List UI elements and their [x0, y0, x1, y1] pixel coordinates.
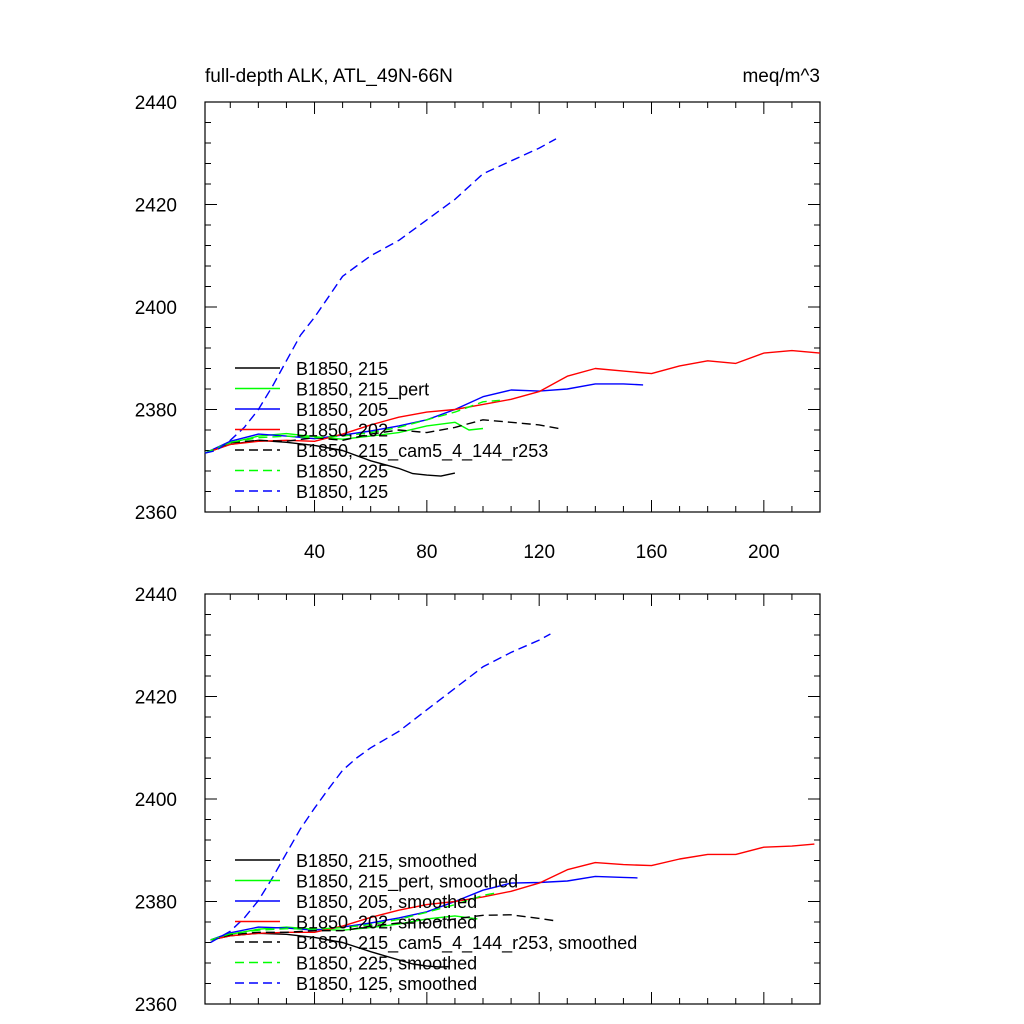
- legend-label: B1850, 215: [296, 359, 388, 379]
- legend-label: B1850, 125: [296, 482, 388, 502]
- legend-label: B1850, 205: [296, 400, 388, 420]
- legend-label: B1850, 202, smoothed: [296, 913, 477, 933]
- legend-label: B1850, 225: [296, 462, 388, 482]
- bottom-panel: 2360 2380 2400 2420 2440 B1850, 215, smoothed…: [135, 585, 821, 1016]
- x-tick-label: 200: [748, 542, 780, 563]
- x-tick-label: 80: [416, 542, 437, 563]
- chart-units: meq/m^3: [742, 66, 820, 87]
- chart-title: full-depth ALK, ATL_49N-66N: [205, 66, 453, 87]
- legend-label: B1850, 205, smoothed: [296, 892, 477, 912]
- x-tick-label: 160: [636, 542, 668, 563]
- x-tick-label: 40: [304, 542, 325, 563]
- legend-label: B1850, 215_cam5_4_144_r253: [296, 441, 548, 462]
- y-tick-label: 2420: [135, 196, 177, 217]
- series-line: [204, 138, 557, 454]
- y-tick-label: 2400: [135, 298, 177, 319]
- y-tick-label: 2400: [135, 790, 177, 811]
- series-line: [204, 399, 500, 454]
- series-line: [210, 843, 815, 941]
- legend-label: B1850, 215_cam5_4_144_r253, smoothed: [296, 933, 637, 954]
- legend-label: B1850, 125, smoothed: [296, 974, 477, 994]
- y-tick-label: 2420: [135, 688, 177, 709]
- y-tick-label: 2380: [135, 893, 177, 914]
- legend-label: B1850, 202: [296, 421, 388, 441]
- legend-label: B1850, 215_pert, smoothed: [296, 872, 518, 893]
- y-tick-label: 2380: [135, 401, 177, 422]
- legend-label: B1850, 215, smoothed: [296, 851, 477, 871]
- x-tick-label: 120: [523, 542, 555, 563]
- y-tick-label: 2440: [135, 93, 177, 114]
- legend-label: B1850, 225, smoothed: [296, 954, 477, 974]
- y-tick-label: 2440: [135, 585, 177, 606]
- series-line: [210, 892, 495, 941]
- series-line: [204, 349, 821, 454]
- y-tick-label: 2360: [135, 995, 177, 1016]
- y-tick-label: 2360: [135, 503, 177, 524]
- series-line: [210, 914, 554, 941]
- top-panel: full-depth ALK, ATL_49N-66N meq/m^3 2360…: [135, 66, 821, 563]
- series-line: [204, 419, 559, 454]
- series-line: [210, 875, 638, 941]
- legend-label: B1850, 215_pert: [296, 380, 429, 401]
